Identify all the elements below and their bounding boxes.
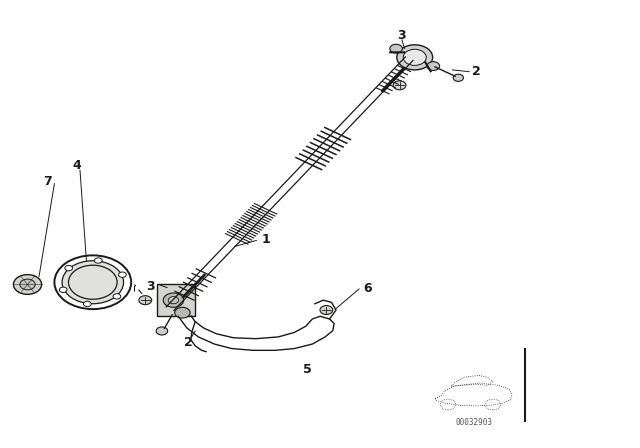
Circle shape	[320, 306, 333, 314]
Circle shape	[83, 301, 91, 306]
Text: 7: 7	[44, 175, 52, 188]
Circle shape	[62, 261, 124, 304]
Text: 2: 2	[184, 336, 193, 349]
Circle shape	[403, 49, 426, 65]
Circle shape	[397, 45, 433, 70]
Text: 6: 6	[364, 282, 372, 296]
Circle shape	[139, 296, 152, 305]
Circle shape	[163, 293, 184, 307]
Circle shape	[95, 258, 102, 263]
Circle shape	[156, 327, 168, 335]
Circle shape	[390, 44, 403, 53]
Text: 3: 3	[397, 29, 406, 43]
Circle shape	[393, 81, 406, 90]
Circle shape	[65, 265, 72, 271]
Text: 3: 3	[146, 280, 155, 293]
Circle shape	[427, 62, 440, 70]
Text: 4: 4	[72, 159, 81, 172]
Circle shape	[453, 74, 463, 82]
Circle shape	[175, 307, 190, 318]
Text: 1: 1	[261, 233, 270, 246]
Circle shape	[60, 287, 67, 293]
Circle shape	[20, 279, 35, 290]
Circle shape	[118, 272, 126, 277]
Text: 5: 5	[303, 363, 312, 376]
Circle shape	[168, 297, 179, 304]
FancyBboxPatch shape	[157, 284, 195, 316]
Text: 00032903: 00032903	[455, 418, 492, 426]
Circle shape	[13, 275, 42, 294]
Circle shape	[113, 294, 121, 299]
Text: 2: 2	[472, 65, 481, 78]
